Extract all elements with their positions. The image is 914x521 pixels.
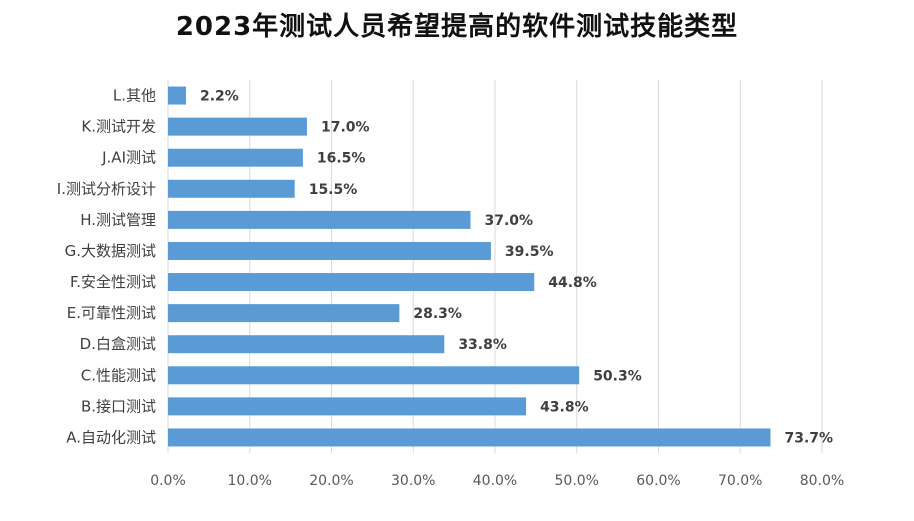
category-label-1: A.自动化测试 (66, 428, 156, 446)
category-label-4: D.白盒测试 (80, 335, 156, 353)
data-label-1: 73.7% (784, 430, 833, 446)
x-tick-label-7: 70.0% (718, 473, 762, 489)
bar-3 (168, 366, 580, 385)
data-label-3: 50.3% (593, 368, 642, 384)
x-tick-label-4: 40.0% (473, 473, 517, 489)
category-label-3: C.性能测试 (81, 366, 156, 384)
bar-7 (168, 241, 491, 260)
category-label-9: I.测试分析设计 (57, 180, 156, 198)
category-label-8: H.测试管理 (80, 211, 156, 229)
bar-10 (168, 148, 303, 167)
x-tick-label-1: 10.0% (228, 473, 272, 489)
bar-1 (168, 428, 771, 447)
category-label-7: G.大数据测试 (65, 242, 156, 260)
bar-4 (168, 335, 445, 354)
x-tick-label-2: 20.0% (309, 473, 353, 489)
category-label-10: J.AI测试 (101, 149, 156, 167)
bar-9 (168, 179, 295, 198)
bar-6 (168, 273, 535, 292)
data-label-8: 37.0% (484, 213, 533, 229)
category-label-2: B.接口测试 (81, 397, 156, 415)
data-label-7: 39.5% (505, 244, 554, 260)
bar-5 (168, 304, 400, 323)
data-label-4: 33.8% (458, 337, 507, 353)
chart-title: 2023年测试人员希望提高的软件测试技能类型 (175, 12, 739, 42)
x-tick-label-8: 80.0% (800, 473, 844, 489)
data-label-11: 17.0% (321, 120, 370, 136)
bar-2 (168, 397, 527, 416)
data-label-10: 16.5% (317, 151, 366, 167)
x-tick-label-3: 30.0% (391, 473, 435, 489)
category-label-6: F.安全性测试 (70, 273, 156, 291)
x-tick-label-0: 0.0% (150, 473, 186, 489)
bar-8 (168, 210, 471, 229)
data-label-2: 43.8% (540, 399, 589, 415)
data-label-5: 28.3% (413, 306, 462, 322)
data-label-9: 15.5% (309, 182, 358, 198)
x-tick-label-5: 50.0% (555, 473, 599, 489)
category-label-12: L.其他 (113, 87, 156, 105)
bar-11 (168, 117, 307, 136)
bar-12 (168, 86, 186, 105)
data-label-12: 2.2% (200, 89, 239, 105)
category-label-11: K.测试开发 (81, 118, 156, 136)
x-tick-label-6: 60.0% (636, 473, 680, 489)
category-label-5: E.可靠性测试 (67, 304, 156, 322)
data-label-6: 44.8% (548, 275, 597, 291)
